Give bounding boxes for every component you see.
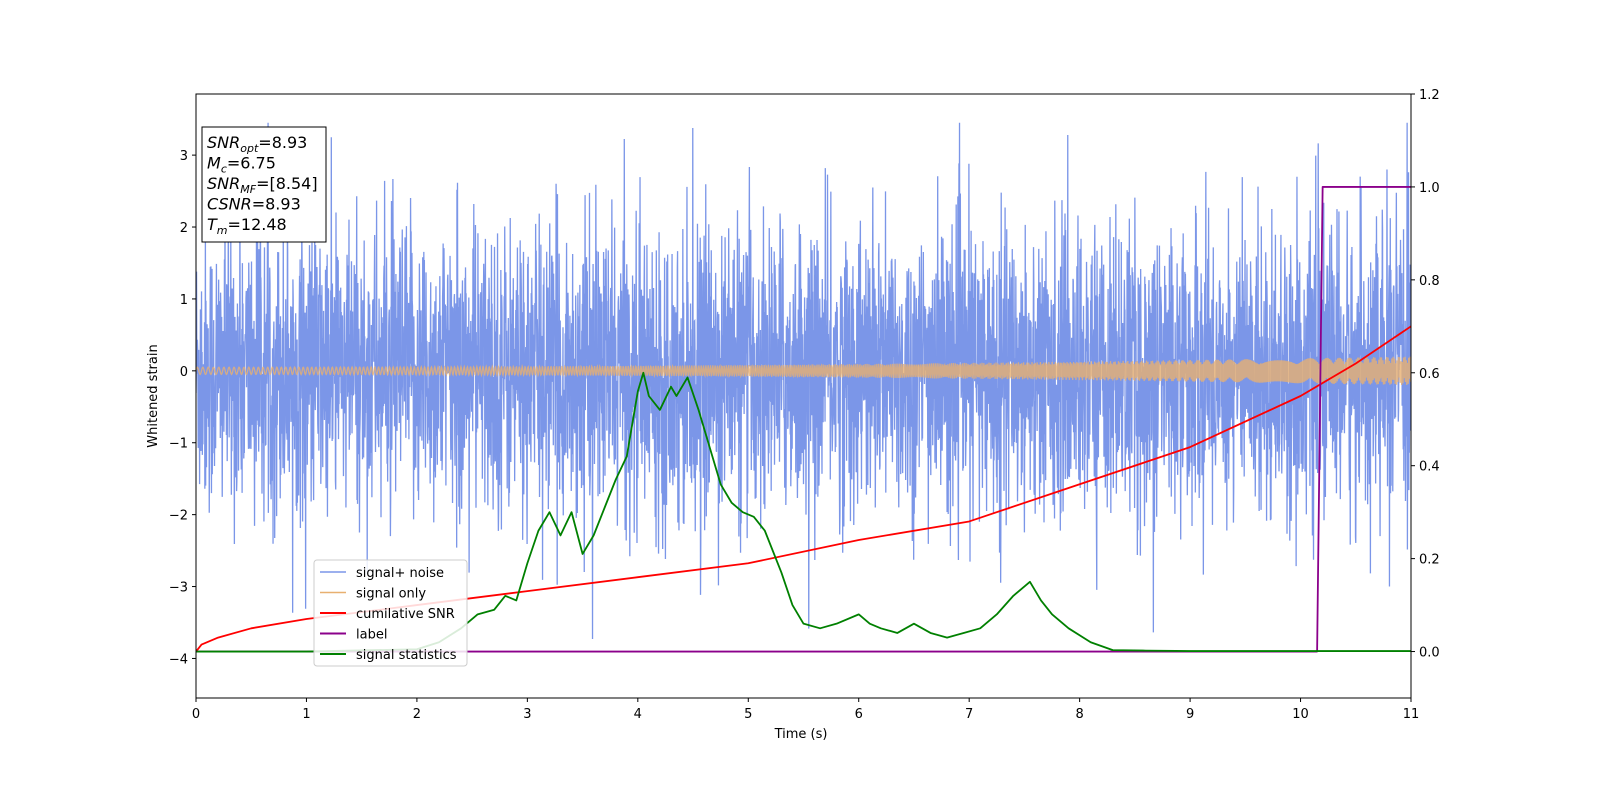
y-axis-label-left: Whitened strain xyxy=(146,344,161,447)
plot-frame xyxy=(195,93,1412,699)
x-tick-label: 0 xyxy=(192,707,200,722)
y-tick-label-left: −1 xyxy=(169,437,188,452)
y-tick-label-right: 0.8 xyxy=(1419,274,1440,289)
x-tick-label: 4 xyxy=(634,707,642,722)
series-signal-noise xyxy=(196,122,1411,639)
y-tick-label-left: 3 xyxy=(180,149,188,164)
x-tick-label: 6 xyxy=(855,707,863,722)
y-tick-label-right: 0.0 xyxy=(1419,646,1440,661)
info-line: SNRMF=[8.54] xyxy=(207,174,318,196)
y-tick-label-left: 2 xyxy=(180,221,188,236)
y-tick-label-right: 0.2 xyxy=(1419,553,1440,568)
y-tick-label-right: 1.0 xyxy=(1419,181,1440,196)
y-tick-label-left: −4 xyxy=(169,652,188,667)
x-tick-label: 1 xyxy=(302,707,310,722)
y-tick-label-left: 0 xyxy=(180,365,188,380)
y-tick-label-left: −2 xyxy=(169,509,188,524)
x-axis-label: Time (s) xyxy=(774,727,828,742)
series-label xyxy=(196,186,1411,653)
info-box: SNRopt=8.93Mc=6.75SNRMF=[8.54]CSNR=8.93T… xyxy=(201,126,327,243)
series-signal-only xyxy=(196,356,1411,386)
x-tick-label: 7 xyxy=(965,707,973,722)
y-tick-label-right: 0.6 xyxy=(1419,367,1440,382)
x-tick-label: 11 xyxy=(1403,707,1420,722)
x-tick-label: 9 xyxy=(1186,707,1194,722)
legend-label: cumilative SNR xyxy=(356,607,455,622)
x-tick-label: 8 xyxy=(1075,707,1083,722)
x-tick-label: 5 xyxy=(744,707,752,722)
y-tick-label-left: 1 xyxy=(180,293,188,308)
legend-label: label xyxy=(356,628,387,643)
legend-label: signal+ noise xyxy=(356,566,444,581)
legend-label: signal only xyxy=(356,587,426,602)
y-tick-label-right: 1.2 xyxy=(1419,88,1440,103)
legend: signal+ noise signal only cumilative SNR la… xyxy=(313,559,468,667)
info-line: Tm=12.48 xyxy=(207,215,287,237)
series-cumilative-snr xyxy=(196,325,1411,653)
info-line: Mc=6.75 xyxy=(207,154,276,176)
series-signal-statistics xyxy=(196,371,1411,653)
x-tick-label: 3 xyxy=(523,707,531,722)
y-tick-label-left: −3 xyxy=(169,581,188,596)
info-line: SNRopt=8.93 xyxy=(207,133,307,155)
x-tick-label: 10 xyxy=(1292,707,1309,722)
info-line: CSNR=8.93 xyxy=(207,195,301,214)
x-tick-label: 2 xyxy=(413,707,421,722)
y-tick-label-right: 0.4 xyxy=(1419,460,1440,475)
legend-label: signal statistics xyxy=(356,648,457,663)
